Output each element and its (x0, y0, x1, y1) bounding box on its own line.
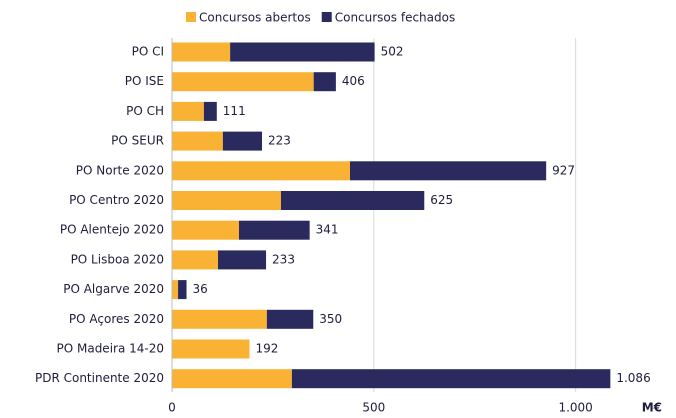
x-tick-label: 0 (168, 401, 176, 415)
bar-segment (230, 42, 375, 62)
bar-segment (172, 220, 240, 240)
bar-segment (280, 191, 425, 210)
bar-segment (172, 280, 179, 300)
total-label: 233 (272, 252, 295, 266)
bar-segment (239, 220, 310, 240)
bar-segment (172, 131, 223, 151)
x-tick-label: 500 (362, 401, 385, 415)
bar-segment (222, 131, 263, 151)
total-label: 927 (552, 163, 575, 177)
y-tick-label: PO ISE (125, 74, 164, 88)
bar-segment (218, 250, 267, 270)
y-tick-label: PO CH (126, 104, 164, 118)
total-label: 625 (430, 193, 453, 207)
bar-segment (172, 339, 250, 359)
bar-segment (313, 72, 336, 92)
total-label: 223 (268, 134, 291, 148)
y-tick-label: PO Açores 2020 (69, 312, 164, 326)
bar-segment (172, 72, 314, 92)
bar-segment (172, 191, 281, 210)
total-label: 502 (381, 45, 404, 59)
y-tick-label: PO SEUR (111, 134, 164, 148)
legend-swatch (321, 12, 332, 22)
y-tick-label: PDR Continente 2020 (35, 371, 164, 385)
bar-segment (178, 280, 187, 300)
bar-segment (172, 309, 267, 329)
bar-segment (266, 309, 314, 329)
bar-segment (172, 161, 351, 181)
bar-segment (350, 161, 547, 181)
y-tick-label: PO Norte 2020 (76, 163, 164, 177)
bar-segment (172, 369, 292, 389)
total-label: 111 (223, 104, 246, 118)
legend-label: Concursos abertos (199, 11, 311, 25)
total-label: 36 (193, 282, 208, 296)
legend-swatch (186, 12, 196, 22)
total-label: 350 (319, 312, 342, 326)
total-label: 1.086 (616, 371, 650, 385)
total-label: 192 (255, 342, 278, 356)
bar-segment (172, 42, 231, 62)
total-label: 341 (316, 223, 339, 237)
bar-segment (172, 101, 204, 121)
bar-segment (172, 250, 219, 270)
y-tick-label: PO CI (132, 45, 164, 59)
bar-segment (203, 101, 217, 121)
x-unit: M€ (642, 401, 662, 415)
x-tick-label: 1.000 (558, 401, 592, 415)
bar-segment (291, 369, 611, 389)
y-tick-label: PO Alentejo 2020 (60, 223, 164, 237)
y-tick-label: PO Lisboa 2020 (71, 252, 164, 266)
y-tick-label: PO Algarve 2020 (63, 282, 164, 296)
y-tick-label: PO Madeira 14-20 (56, 342, 164, 356)
total-label: 406 (342, 74, 365, 88)
y-tick-label: PO Centro 2020 (69, 193, 164, 207)
legend-label: Concursos fechados (335, 11, 456, 25)
